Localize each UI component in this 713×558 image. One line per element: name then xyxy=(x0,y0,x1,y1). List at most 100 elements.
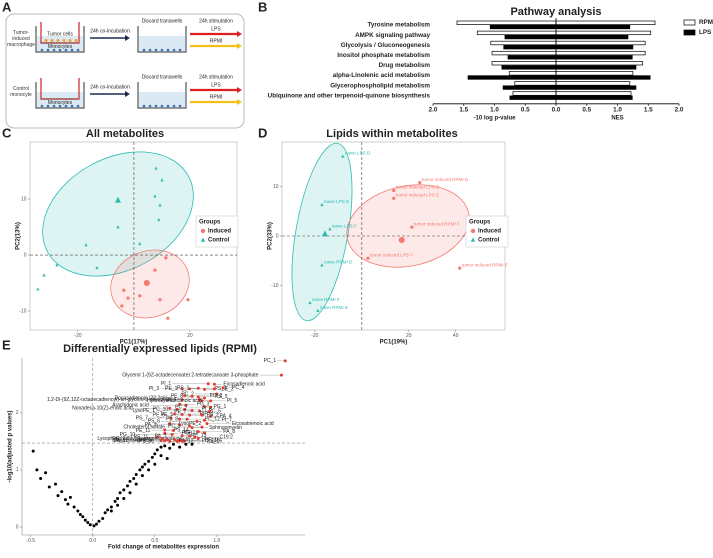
y-tick-label: 2 xyxy=(16,410,19,416)
point xyxy=(316,308,320,312)
point xyxy=(138,241,142,246)
centroid xyxy=(143,280,150,286)
y-tick-label: 10 xyxy=(273,184,279,190)
point xyxy=(458,266,462,270)
point xyxy=(140,465,144,469)
point-label: PI_1 xyxy=(161,381,172,387)
point xyxy=(183,439,187,443)
bar-right xyxy=(555,34,629,40)
bar-left xyxy=(508,71,557,76)
x-tick-label: 1.5 xyxy=(459,106,468,113)
x-axis-label: Fold change of metabolites expression xyxy=(108,545,219,551)
point xyxy=(97,519,101,523)
monocyte xyxy=(52,48,56,52)
point xyxy=(207,410,211,414)
point xyxy=(212,382,216,386)
x-tick-label: 2.0 xyxy=(675,106,684,113)
monocyte xyxy=(58,48,62,52)
point-label: PE_11 xyxy=(136,428,151,434)
point xyxy=(170,433,174,437)
point xyxy=(66,502,70,506)
point xyxy=(81,515,85,519)
point-label: PG_1 xyxy=(213,404,226,410)
point xyxy=(128,491,132,495)
point xyxy=(159,445,163,449)
point xyxy=(392,188,396,193)
x-tick-label: 0.5 xyxy=(151,538,158,544)
point xyxy=(83,518,87,522)
point-label: PS_6 xyxy=(148,419,160,425)
legend-swatch xyxy=(683,19,696,26)
point-label: PC_13 xyxy=(191,433,207,439)
tumor-cell xyxy=(68,39,72,42)
point xyxy=(169,416,173,420)
point-label: tumor induced RPMI D xyxy=(422,177,469,182)
point xyxy=(178,438,182,442)
point xyxy=(94,522,98,526)
treatment-label: LPS xyxy=(211,26,221,32)
point xyxy=(168,406,172,410)
point xyxy=(31,449,35,453)
bar-left xyxy=(509,95,557,100)
point xyxy=(159,454,163,458)
bar-right xyxy=(555,40,646,46)
x-tick-label: 0.0 xyxy=(89,538,96,544)
point xyxy=(171,442,175,446)
point-label: PA_4 xyxy=(220,414,232,420)
x-axis-label: PC1(19%) xyxy=(380,340,408,346)
point xyxy=(184,403,188,407)
point-label: PA_2 xyxy=(145,422,157,428)
point-label: PS_5 xyxy=(215,394,227,400)
point xyxy=(209,405,213,409)
point xyxy=(200,399,204,403)
point xyxy=(190,426,194,430)
bar-left xyxy=(512,91,557,96)
arrow-head xyxy=(237,99,242,105)
point xyxy=(410,225,414,229)
well-label: Monocytes xyxy=(48,44,73,50)
point-label: PS_10 xyxy=(139,439,154,445)
point-label: PC_3 xyxy=(168,423,181,429)
insert-label: Tumor cells xyxy=(47,31,73,37)
point xyxy=(120,304,124,308)
point xyxy=(200,425,204,429)
arrow-head xyxy=(125,35,130,41)
group-label: Control monocyte xyxy=(10,86,32,98)
monocyte xyxy=(52,104,56,108)
point-label: tumor induced RPMI F xyxy=(414,221,460,226)
bar-right xyxy=(555,61,644,66)
point xyxy=(320,202,324,207)
point xyxy=(163,431,167,435)
point-label: Glucosylceramide xyxy=(112,438,152,444)
bar-left xyxy=(501,65,557,70)
point xyxy=(202,387,206,391)
monocyte xyxy=(160,104,164,108)
point xyxy=(39,476,43,480)
category-label: Ubiquinone and other terpenoid-quinone b… xyxy=(268,92,431,99)
point xyxy=(200,413,204,417)
treatment-label: LPS xyxy=(211,82,221,88)
monocyte xyxy=(40,104,44,108)
monocyte xyxy=(148,104,152,108)
y-axis-label: PC2(13%) xyxy=(16,222,22,250)
monocyte xyxy=(70,48,74,52)
point-label: PC_16 xyxy=(202,438,218,444)
y-tick-label: 0 xyxy=(276,233,279,239)
point-label: Hydroxyundecanoic acid xyxy=(147,398,202,404)
point-label: PI_4 xyxy=(166,397,177,403)
point xyxy=(76,509,80,513)
point xyxy=(190,409,194,413)
chart-title: Pathway analysis xyxy=(510,6,601,18)
bar-right xyxy=(555,95,633,100)
bar-right xyxy=(555,71,634,76)
bar-left xyxy=(489,24,557,30)
arrow-head xyxy=(237,31,242,37)
point-label: PS_7 xyxy=(136,415,148,421)
point xyxy=(197,398,201,402)
step-label: 24h co-incubation xyxy=(90,84,130,90)
point xyxy=(320,263,324,267)
point-label: PC_7 xyxy=(175,404,188,410)
point xyxy=(164,256,168,260)
point-label: PE_6 xyxy=(153,412,165,418)
point-label: PIP_1 xyxy=(200,411,214,417)
